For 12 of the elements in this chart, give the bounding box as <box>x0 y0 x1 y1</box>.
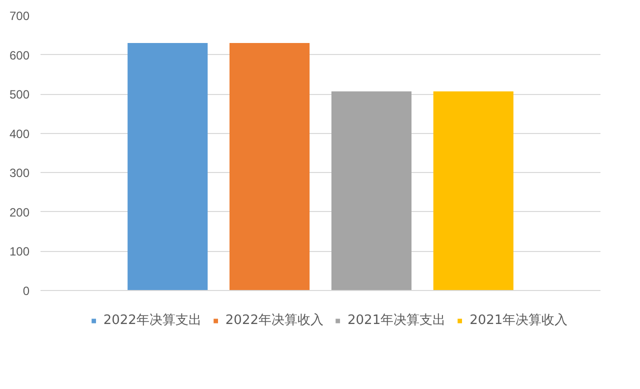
y-tick-label: 200 <box>9 205 30 220</box>
y-tick-label: 300 <box>9 166 30 180</box>
y-tick-label: 400 <box>9 126 30 141</box>
y-tick-label: 700 <box>9 9 30 23</box>
legend-label: 2022年决算支出 <box>103 312 202 329</box>
y-tick-label: 100 <box>9 244 30 259</box>
y-tick-label: 600 <box>9 48 30 62</box>
y-tick-label: 0 <box>22 284 30 298</box>
legend-label: 2022年决算收入 <box>225 312 324 329</box>
legend-label: 2021年决算支出 <box>348 312 446 329</box>
legend-label: 2021年决算收入 <box>470 312 568 329</box>
y-tick-label: 500 <box>9 88 30 102</box>
